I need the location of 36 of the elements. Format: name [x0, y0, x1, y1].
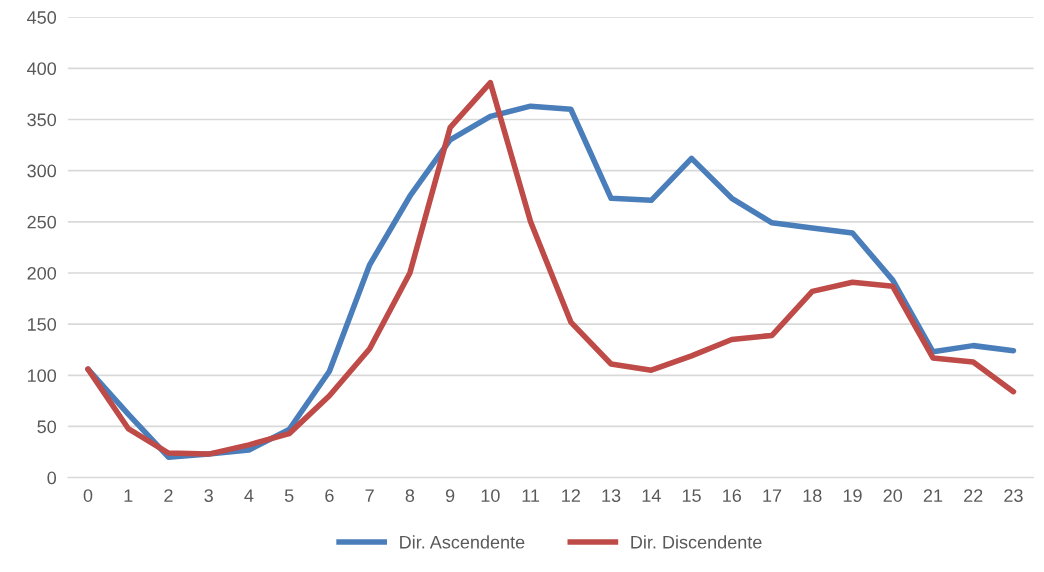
y-tick-label: 450	[27, 11, 57, 24]
x-tick-label: 12	[562, 489, 580, 502]
x-tick-label: 3	[204, 489, 213, 502]
x-tick-label: 15	[682, 489, 701, 502]
y-tick-label: 400	[27, 62, 57, 76]
x-tick-label: 4	[244, 489, 254, 502]
x-tick-label: 5	[284, 489, 294, 502]
x-tick-label: 0	[83, 489, 93, 502]
x-tick-label: 10	[481, 489, 500, 502]
x-tick-label: 19	[843, 489, 862, 502]
x-tick-label: 11	[522, 489, 540, 502]
x-tick-label: 22	[964, 489, 983, 502]
x-tick-label: 1	[124, 489, 133, 502]
y-tick-label: 250	[27, 215, 57, 229]
y-tick-label: 300	[27, 164, 57, 178]
y-tick-label: 200	[27, 266, 57, 280]
x-tick-label: 7	[365, 489, 374, 502]
x-tick-label: 14	[642, 489, 661, 502]
x-tick-label: 9	[445, 489, 455, 502]
x-tick-label: 17	[763, 489, 782, 502]
x-tick-label: 8	[405, 489, 415, 502]
y-tick-label: 50	[37, 420, 57, 434]
x-tick-label: 16	[723, 489, 742, 502]
y-tick-label: 150	[28, 318, 57, 331]
y-tick-label: 350	[27, 113, 57, 127]
x-tick-label: 2	[164, 489, 173, 502]
y-tick-label: 100	[28, 369, 57, 383]
x-tick-label: 18	[803, 489, 822, 502]
legend-label: Dir. Discendente	[631, 535, 762, 549]
x-tick-label: 23	[1004, 489, 1023, 502]
x-tick-label: 21	[923, 489, 943, 502]
x-tick-label: 6	[325, 489, 334, 502]
x-tick-label: 13	[602, 489, 621, 502]
legend-label: Dir. Ascendente	[400, 535, 525, 549]
y-tick-label: 0	[47, 471, 57, 485]
x-tick-label: 20	[883, 489, 903, 502]
